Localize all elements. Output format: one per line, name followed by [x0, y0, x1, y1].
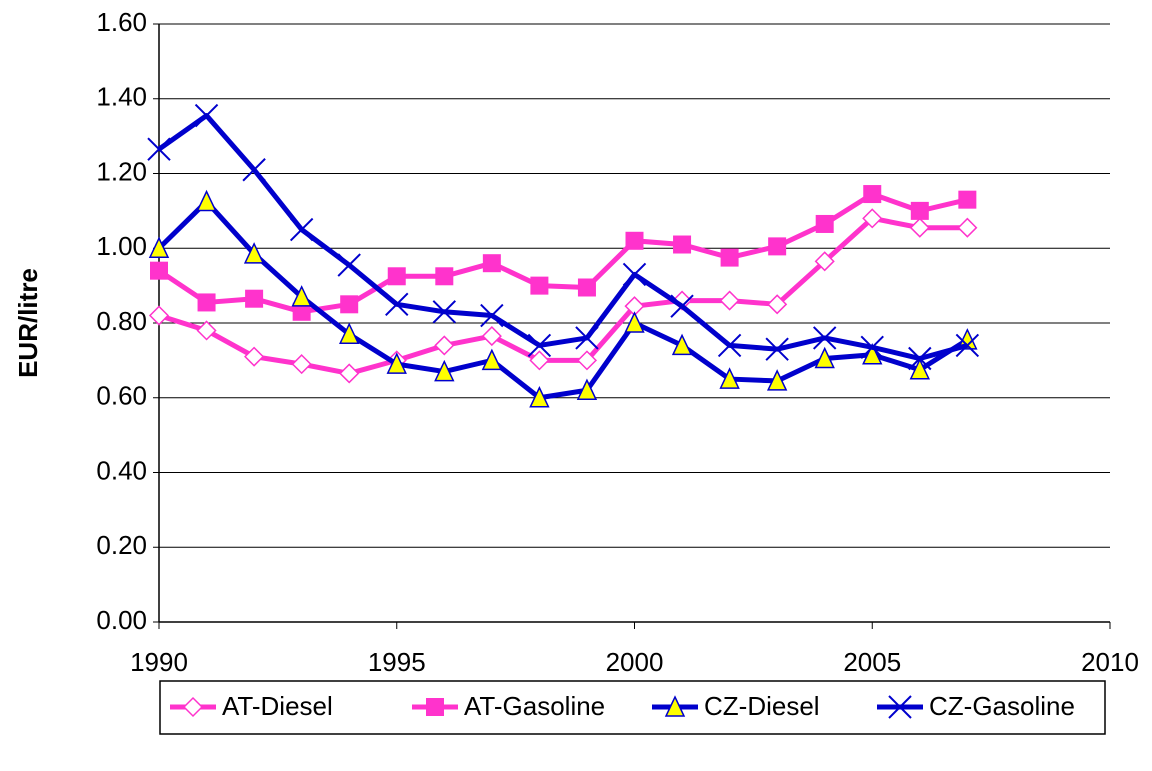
marker [888, 695, 912, 719]
series-line [158, 215, 968, 376]
y-axis-label: EUR/litre [13, 268, 43, 378]
marker [435, 267, 454, 286]
marker [386, 352, 407, 374]
x-tick-label: 2010 [1081, 647, 1139, 677]
marker [291, 354, 312, 375]
marker [575, 326, 599, 350]
legend-label: AT-Diesel [222, 691, 333, 721]
marker [245, 289, 264, 308]
marker [765, 337, 789, 361]
marker [196, 320, 217, 341]
marker [529, 350, 550, 371]
marker [527, 333, 552, 358]
series-line [157, 191, 968, 315]
marker [717, 333, 742, 358]
marker [814, 251, 835, 272]
marker [434, 359, 455, 382]
marker [860, 335, 884, 360]
legend-label: CZ-Diesel [704, 691, 820, 721]
marker [148, 305, 170, 326]
marker [815, 214, 834, 233]
marker [768, 237, 787, 256]
marker [909, 217, 930, 238]
marker [291, 285, 312, 307]
marker [292, 302, 311, 321]
marker [767, 294, 788, 315]
marker [182, 696, 204, 718]
series-line [157, 199, 969, 401]
marker [955, 333, 980, 358]
marker [958, 190, 977, 209]
marker [387, 267, 406, 286]
marker [719, 290, 740, 311]
legend: AT-Diesel AT-Gasoline CZ-Diesel CZ-Gasoline [159, 680, 1106, 735]
series-line [157, 113, 969, 362]
marker [426, 698, 444, 716]
marker [862, 208, 883, 229]
marker [576, 378, 598, 401]
marker [339, 363, 360, 384]
marker [147, 137, 171, 161]
marker [242, 158, 266, 182]
marker [576, 350, 598, 371]
marker [530, 276, 549, 295]
x-tick-label: 1990 [130, 647, 188, 677]
marker [622, 262, 647, 287]
y-tick-label: 1.00 [96, 231, 147, 261]
marker [481, 326, 502, 347]
legend-box [159, 680, 1106, 735]
marker [432, 300, 457, 324]
legend-label: CZ-Gasoline [929, 691, 1075, 721]
marker [482, 254, 501, 273]
legend-label: AT-Gasoline [464, 691, 605, 721]
marker [908, 346, 932, 371]
marker [909, 357, 930, 380]
y-tick-label: 0.20 [96, 530, 147, 560]
x-tick-label: 2000 [606, 647, 664, 677]
marker [670, 294, 694, 318]
y-tick-label: 1.20 [96, 156, 147, 186]
marker [529, 385, 550, 408]
y-tick-label: 0.80 [96, 306, 147, 336]
marker [910, 201, 929, 220]
marker [577, 278, 596, 297]
marker [719, 367, 740, 389]
marker [812, 326, 837, 350]
marker [625, 231, 644, 250]
marker [196, 189, 217, 212]
y-tick-label: 1.60 [96, 7, 147, 37]
marker [766, 369, 788, 391]
x-tick-label: 1995 [368, 647, 426, 677]
marker [671, 333, 693, 356]
marker [814, 346, 835, 369]
marker [863, 185, 882, 204]
marker [385, 292, 409, 317]
marker [148, 236, 170, 258]
y-tick-label: 1.40 [96, 82, 147, 112]
marker [481, 348, 503, 371]
y-tick-label: 0.60 [96, 381, 147, 411]
marker [862, 343, 883, 365]
marker [340, 295, 359, 314]
marker [150, 261, 168, 280]
marker [194, 103, 219, 128]
marker [957, 328, 978, 350]
marker [673, 235, 692, 254]
marker [244, 346, 265, 367]
marker [624, 311, 645, 333]
y-tick-label: 0.40 [96, 455, 147, 485]
marker [337, 253, 361, 277]
marker [434, 335, 455, 356]
marker [664, 695, 686, 717]
marker [339, 322, 360, 344]
y-tick-label: 0.00 [96, 605, 147, 635]
marker [957, 217, 978, 238]
marker [480, 303, 504, 328]
marker [720, 248, 739, 267]
marker [197, 293, 216, 312]
marker [243, 242, 265, 264]
x-tick-label: 2005 [843, 647, 901, 677]
marker [289, 217, 314, 242]
